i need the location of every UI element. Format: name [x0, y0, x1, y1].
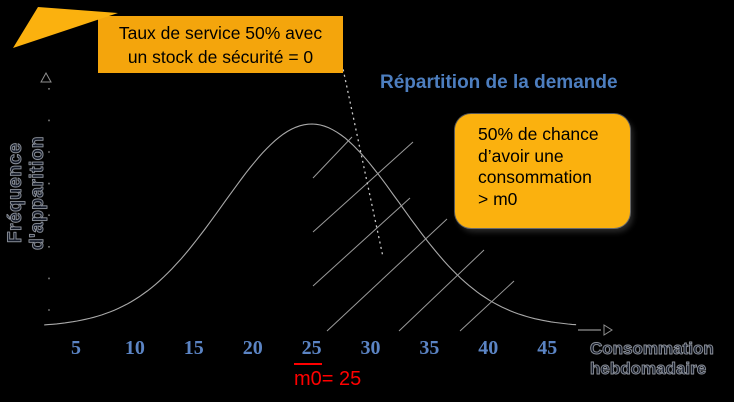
- m0-symbol: m0: [294, 363, 322, 390]
- x-tick-label: 10: [124, 337, 145, 359]
- speech-bubble-line3: consommation: [478, 167, 592, 187]
- x-tick-label: 25: [301, 337, 322, 359]
- hatch-line: [312, 136, 353, 179]
- callout-service-rate-line2: un stock de sécurité = 0: [127, 46, 314, 67]
- speech-bubble-tail: [13, 7, 118, 48]
- x-tick-label: 30: [360, 337, 381, 359]
- x-tick-label: 35: [419, 337, 440, 359]
- hatch-line: [312, 141, 414, 233]
- bell-curve-path: [44, 123, 577, 326]
- x-axis-tick-labels: 5 10 15 20 25 30 35 40 45: [0, 337, 734, 359]
- x-tick-label: 20: [242, 337, 263, 359]
- x-axis-label: Consommation hebdomadaire: [590, 339, 734, 379]
- callout-service-rate: Taux de service 50% avec un stock de séc…: [98, 16, 343, 73]
- x-axis-arrow-icon: [603, 324, 613, 336]
- callout-service-rate-line1: Taux de service 50% avec: [118, 22, 323, 43]
- x-axis-label-line1: Consommation: [590, 339, 715, 359]
- m0-value: = 25: [321, 368, 362, 390]
- chart-title: Répartition de la demande: [380, 72, 618, 93]
- speech-bubble-m0: 50% de chance d’avoir une consommation >…: [455, 114, 630, 228]
- y-axis-arrow-icon: [40, 71, 52, 83]
- x-tick-label: 40: [478, 337, 499, 359]
- x-tick-label: 15: [183, 337, 204, 359]
- x-axis-label-line2: hebdomadaire: [590, 359, 707, 379]
- x-tick-label: 5: [71, 337, 81, 359]
- m0-value-label: m0 = 25: [294, 363, 361, 390]
- speech-bubble-line2: d’avoir une: [478, 145, 564, 166]
- speech-bubble-tail-shape: [13, 7, 118, 48]
- speech-bubble-line4: > m0: [478, 188, 518, 209]
- hatch-line: [459, 280, 515, 332]
- hatch-line: [326, 218, 448, 332]
- y-axis-label: Fréquence d'apparition: [5, 136, 49, 251]
- speech-bubble-line1: 50% de chance: [478, 124, 599, 144]
- x-tick-label: 45: [537, 337, 558, 359]
- hatch-line: [398, 249, 485, 332]
- hatch-line: [312, 197, 411, 287]
